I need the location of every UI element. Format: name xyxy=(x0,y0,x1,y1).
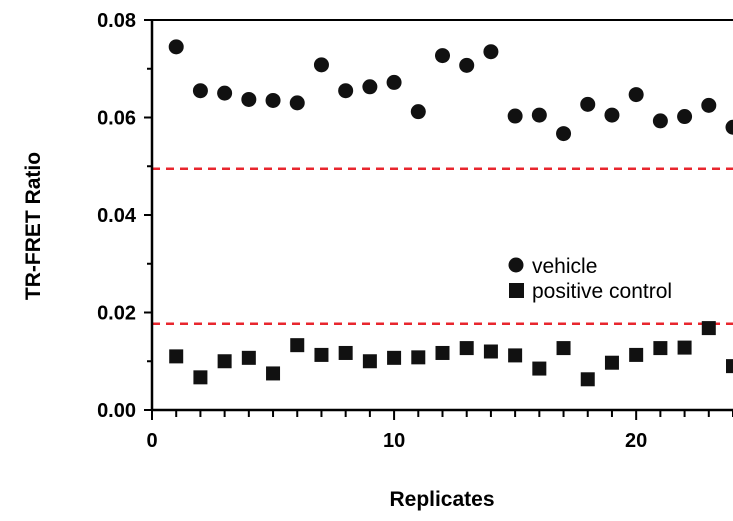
vehicle-point xyxy=(629,87,644,102)
vehicle-point xyxy=(604,108,619,123)
vehicle-point xyxy=(314,57,329,72)
vehicle-point xyxy=(435,48,450,63)
legend-positive-control-marker xyxy=(509,283,524,298)
vehicle-point xyxy=(677,109,692,124)
vehicle-point xyxy=(532,108,547,123)
vehicle-point xyxy=(459,58,474,73)
vehicle-point xyxy=(290,95,305,110)
positive-control-point xyxy=(508,348,522,362)
legend-vehicle-label: vehicle xyxy=(532,255,597,278)
positive-control-point xyxy=(629,348,643,362)
positive-control-point xyxy=(605,356,619,370)
legend-vehicle-marker xyxy=(509,258,524,273)
vehicle-point xyxy=(701,98,716,113)
legend: vehicle positive control xyxy=(509,255,673,303)
positive-control-point xyxy=(557,341,571,355)
positive-control-point xyxy=(726,359,733,373)
positive-control-point xyxy=(581,372,595,386)
vehicle-point xyxy=(653,113,668,128)
y-tick-label: 0.02 xyxy=(97,303,136,325)
vehicle-point xyxy=(217,86,232,101)
positive-control-point xyxy=(678,341,692,355)
x-tick-label: 10 xyxy=(383,430,405,452)
x-tick-label: 0 xyxy=(146,430,157,452)
vehicle-point xyxy=(726,120,733,135)
positive-control-point xyxy=(193,370,207,384)
positive-control-point xyxy=(169,349,183,363)
positive-control-point xyxy=(411,350,425,364)
positive-control-point xyxy=(653,341,667,355)
vehicle-point xyxy=(241,92,256,107)
positive-control-point xyxy=(290,338,304,352)
positive-control-point xyxy=(242,351,256,365)
y-axis-title: TR-FRET Ratio xyxy=(22,152,45,300)
positive-control-point xyxy=(387,351,401,365)
legend-positive-control-label: positive control xyxy=(532,280,672,303)
vehicle-point xyxy=(556,126,571,141)
vehicle-point xyxy=(411,104,426,119)
positive-control-point xyxy=(266,366,280,380)
vehicle-point xyxy=(338,83,353,98)
vehicle-point xyxy=(580,97,595,112)
positive-control-point xyxy=(363,354,377,368)
x-axis-title: Replicates xyxy=(389,488,494,511)
y-tick-label: 0.04 xyxy=(97,205,137,227)
vehicle-point xyxy=(508,109,523,124)
vehicle-point xyxy=(169,39,184,54)
positive-control-point xyxy=(460,341,474,355)
positive-control-point xyxy=(702,321,716,335)
y-tick-label: 0.08 xyxy=(97,10,136,32)
positive-control-point xyxy=(532,362,546,376)
positive-control-point xyxy=(339,346,353,360)
vehicle-point xyxy=(193,83,208,98)
positive-control-point xyxy=(314,348,328,362)
positive-control-point xyxy=(484,345,498,359)
positive-control-point xyxy=(218,354,232,368)
vehicle-point xyxy=(362,79,377,94)
positive-control-point xyxy=(436,346,450,360)
y-tick-label: 0.00 xyxy=(97,400,136,422)
vehicle-point xyxy=(483,44,498,59)
x-tick-label: 20 xyxy=(625,430,647,452)
vehicle-point xyxy=(266,93,281,108)
y-tick-label: 0.06 xyxy=(97,108,136,130)
vehicle-point xyxy=(387,75,402,90)
